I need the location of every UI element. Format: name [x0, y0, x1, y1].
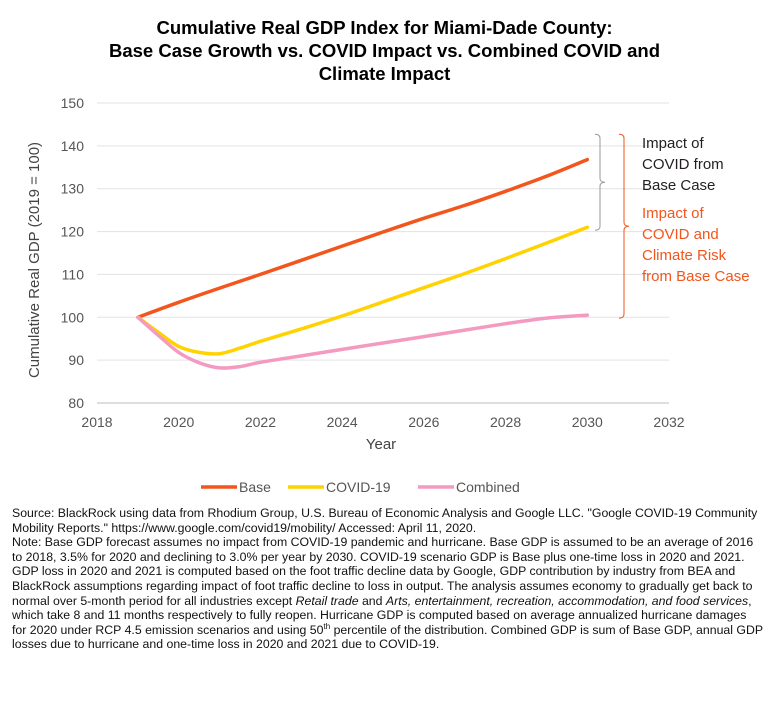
x-tick-label-2032: 2032: [653, 414, 684, 430]
annotation-combined-impact-line-4: from Base Case: [642, 268, 750, 285]
x-tick-label-2020: 2020: [163, 414, 194, 430]
x-tick-label-2022: 2022: [245, 414, 276, 430]
series-lines: [136, 157, 590, 370]
y-tick-label-130: 130: [61, 181, 85, 197]
series-line-base: [136, 157, 590, 320]
annotation-combined-impact-line-3: Climate Risk: [642, 247, 727, 264]
legend-label-base: Base: [239, 479, 271, 495]
x-tick-label-2028: 2028: [490, 414, 521, 430]
note-paragraph: Note: Base GDP forecast assumes no impac…: [12, 535, 764, 652]
legend-label-combined: Combined: [456, 479, 520, 495]
x-tick-label-2026: 2026: [408, 414, 439, 430]
chart-title: Cumulative Real GDP Index for Miami-Dade…: [0, 16, 769, 85]
note-italic-retail: Retail trade: [295, 593, 359, 608]
y-tick-label-100: 100: [61, 309, 85, 325]
annotations: Impact of COVID from Base Case Impact of COV…: [594, 133, 750, 319]
chart-title-line-1: Cumulative Real GDP Index for Miami-Dade…: [156, 17, 613, 38]
annotation-combined-impact-line-1: Impact of: [642, 205, 705, 222]
legend-label-covid-19: COVID-19: [326, 479, 391, 495]
y-tick-label-90: 90: [68, 352, 84, 368]
annotation-covid-impact-line-2: COVID from: [642, 156, 724, 173]
series-line-combined: [136, 313, 590, 370]
y-tick-label-150: 150: [61, 95, 85, 111]
note-text-c: , which take 8 and 11 months respectivel…: [12, 593, 752, 637]
brace-combined-impact: [618, 133, 630, 319]
note-italic-arts: Arts, entertainment, recreation, accommo…: [385, 593, 749, 608]
y-tick-label-140: 140: [61, 138, 85, 154]
y-tick-label-80: 80: [68, 395, 84, 411]
source-note: Source: BlackRock using data from Rhodiu…: [12, 506, 764, 652]
x-axis-label: Year: [366, 436, 396, 453]
note-superscript: th: [323, 621, 331, 631]
chart-title-line-2: Base Case Growth vs. COVID Impact vs. Co…: [108, 40, 661, 61]
chart-title-line-3: Climate Impact: [318, 63, 451, 84]
source-paragraph: Source: BlackRock using data from Rhodiu…: [12, 506, 758, 535]
x-axis-ticks: 2018 2020 2022 2024 2026 2028 2030 2032: [81, 414, 684, 430]
annotation-covid-impact-line-1: Impact of: [642, 135, 705, 152]
y-axis-label: Cumulative Real GDP (2019 = 100): [26, 142, 43, 378]
x-tick-label-2018: 2018: [81, 414, 112, 430]
note-text-b: and: [358, 593, 386, 608]
note-text-a: Note: Base GDP forecast assumes no impac…: [12, 535, 754, 608]
y-tick-label-110: 110: [62, 266, 85, 282]
y-tick-label-120: 120: [61, 224, 85, 240]
brace-covid-impact: [594, 133, 606, 231]
x-tick-label-2030: 2030: [572, 414, 603, 430]
annotation-combined-impact-line-2: COVID and: [642, 226, 719, 243]
y-axis-ticks: 80 90 100 110 120 130 140 150: [61, 95, 85, 411]
note-text-d: percentile of the distribution. Combined…: [12, 622, 763, 652]
annotation-covid-impact-line-3: Base Case: [642, 177, 715, 194]
legend: Base COVID-19 Combined: [201, 479, 520, 495]
series-line-covid-19: [136, 225, 590, 356]
x-tick-label-2024: 2024: [327, 414, 358, 430]
